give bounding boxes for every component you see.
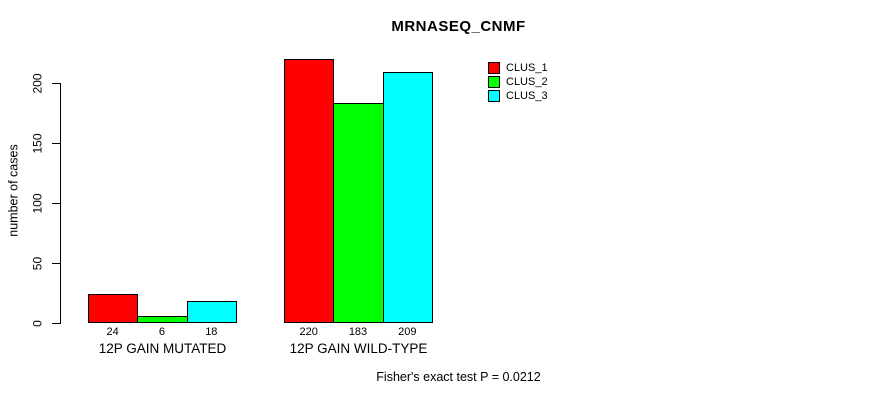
bar-value-label: 18 [205,326,218,338]
y-tick-label: 0 [30,319,45,327]
bar-clus_1-group2 [284,59,335,323]
y-axis-label: number of cases [6,144,21,237]
bar-value-label: 24 [106,326,119,338]
chart-title: MRNASEQ_CNMF [391,18,526,35]
bar-clus_2-group2 [333,103,384,323]
bar-clus_2-group1 [137,315,188,323]
y-axis-line [60,83,61,324]
category-label: 12P GAIN WILD-TYPE [289,341,428,356]
legend-label: CLUS_3 [506,90,548,102]
bar-value-label: 220 [299,326,318,338]
bar-value-label: 183 [348,326,368,338]
y-tick-label: 150 [30,132,45,154]
legend-item: CLUS_2 [488,76,548,88]
legend-swatch [488,76,500,88]
bar-clus_1-group1 [88,294,139,323]
annotation-text: Fisher's exact test P = 0.0212 [376,370,541,384]
legend: CLUS_1 CLUS_2 CLUS_3 [488,62,548,104]
y-tick-mark [52,143,60,144]
legend-swatch [488,62,500,74]
bar-clus_3-group1 [186,301,237,323]
legend-swatch [488,90,500,102]
bar-clus_3-group2 [382,72,433,323]
bar-value-label: 209 [398,326,417,338]
y-tick-label: 100 [30,192,45,214]
y-tick-mark [52,83,60,84]
y-tick-label: 200 [30,72,45,94]
legend-item: CLUS_1 [488,62,548,74]
y-tick-mark [52,263,60,264]
legend-label: CLUS_1 [506,62,548,74]
legend-label: CLUS_2 [506,76,548,88]
category-label: 12P GAIN MUTATED [98,341,227,356]
bar-value-label: 6 [158,326,166,338]
legend-item: CLUS_3 [488,90,548,102]
y-tick-mark [52,203,60,204]
y-tick-label: 50 [30,256,45,270]
y-tick-mark [52,323,60,324]
